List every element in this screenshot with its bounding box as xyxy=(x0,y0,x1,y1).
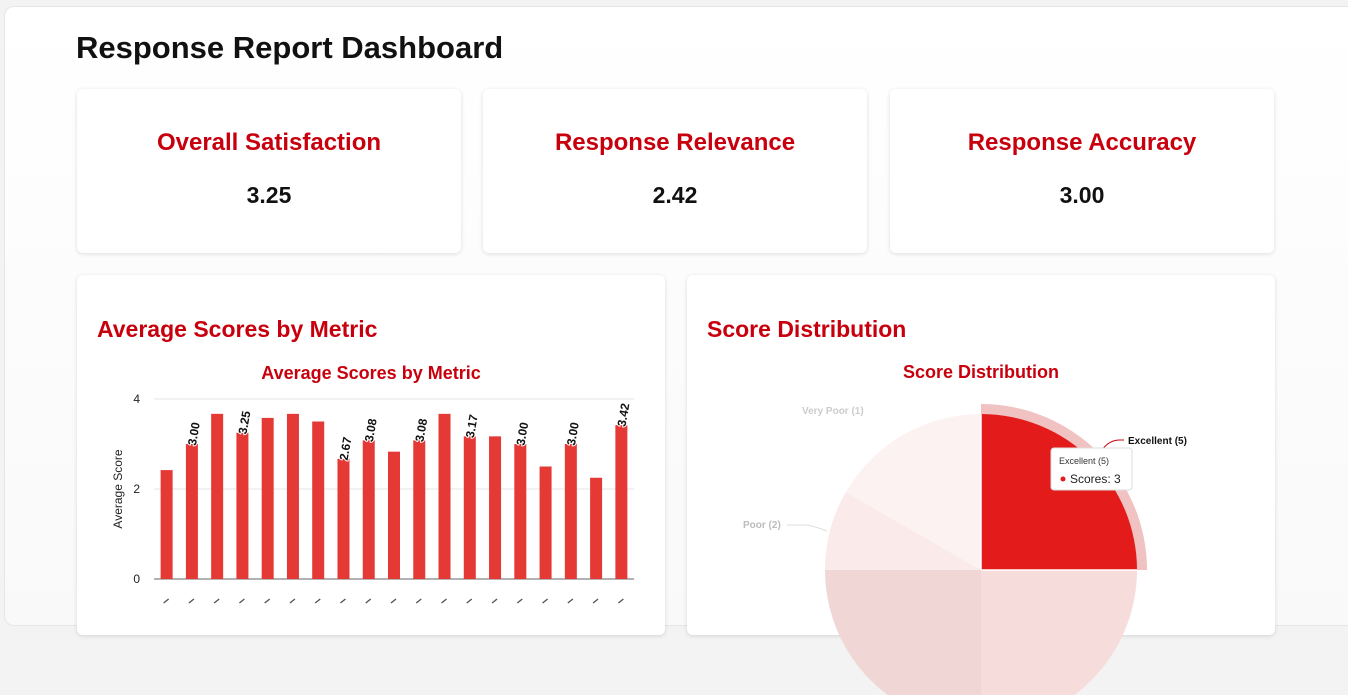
pie-label: Poor (2) xyxy=(743,520,781,531)
kpi-value: 2.42 xyxy=(652,182,698,208)
pie-label-connector xyxy=(787,524,828,532)
pie-slice xyxy=(825,492,981,570)
bar-data-label: 3.08 xyxy=(412,417,430,443)
bar-data-label: 3.00 xyxy=(513,421,531,447)
bar xyxy=(489,436,502,579)
x-tick-label xyxy=(314,598,321,604)
pie-tooltip-title: Excellent (5) xyxy=(1059,456,1109,466)
x-tick-label xyxy=(289,598,296,604)
bar xyxy=(211,413,224,579)
bar-data-label: 3.00 xyxy=(185,421,203,447)
bar-chart-title: Average Scores by Metric xyxy=(261,363,480,383)
y-tick-label: 0 xyxy=(133,572,140,586)
pie-tooltip-marker xyxy=(1060,476,1066,482)
x-tick-label xyxy=(188,598,195,604)
score-distribution-card: Score Distribution Score Distribution Exc… xyxy=(687,275,1275,695)
kpi-value: 3.25 xyxy=(246,182,292,208)
bar-data-label: 3.08 xyxy=(362,417,380,443)
x-tick-label xyxy=(592,598,599,604)
x-tick-label xyxy=(441,598,447,604)
pie-label: Very Poor (1) xyxy=(802,406,864,417)
kpi-card-response-relevance: Response Relevance 2.42 xyxy=(483,89,867,253)
x-tick-label xyxy=(365,598,372,604)
kpi-label: Response Accuracy xyxy=(967,129,1197,156)
bar-data-label: 3.17 xyxy=(463,413,481,439)
x-tick-label xyxy=(617,598,624,604)
y-axis-label: Average Score xyxy=(111,449,125,528)
bar xyxy=(413,440,426,579)
pie-tooltip: Excellent (5) Scores: 3 xyxy=(1050,447,1133,491)
average-scores-bar-chart: Average Scores by Metric 0 2 4 Average Score… xyxy=(111,363,634,604)
kpi-label: Response Relevance xyxy=(554,129,796,156)
pie-slice xyxy=(981,414,1137,570)
x-tick-label xyxy=(542,598,549,604)
bar xyxy=(337,458,350,579)
x-tick-label xyxy=(340,598,346,604)
pie-label: Excellent (5) xyxy=(1128,436,1187,447)
pie-tooltip-value: Scores: 3 xyxy=(1070,472,1121,486)
x-tick-label xyxy=(415,598,422,604)
bar xyxy=(160,470,173,579)
bar-data-label: 3.42 xyxy=(615,402,633,428)
bar xyxy=(590,477,603,579)
bar xyxy=(438,413,451,579)
pie-slice xyxy=(981,570,1137,695)
pie-tooltip-box xyxy=(1050,447,1133,491)
x-tick-label xyxy=(213,598,220,604)
x-tick-label xyxy=(390,598,397,604)
bar xyxy=(514,444,527,579)
bar xyxy=(388,451,400,579)
kpi-value: 3.00 xyxy=(1059,182,1105,208)
x-tick-label xyxy=(567,598,574,604)
x-tick-label xyxy=(466,598,473,604)
kpi-card-response-accuracy: Response Accuracy 3.00 xyxy=(890,89,1274,253)
x-tick-label xyxy=(491,598,498,604)
bar xyxy=(362,440,375,579)
average-scores-card-title: Average Scores by Metric xyxy=(97,316,378,342)
pie-slice xyxy=(845,414,981,570)
score-distribution-card-title: Score Distribution xyxy=(707,316,907,342)
bar xyxy=(615,425,628,579)
average-scores-card: Average Scores by Metric Average Scores … xyxy=(77,275,665,635)
page-title: Response Report Dashboard xyxy=(76,30,504,65)
bar xyxy=(185,444,198,579)
bar xyxy=(236,432,249,579)
x-tick-label xyxy=(516,598,523,604)
score-distribution-pie-chart: Score Distribution Excellent (5) Very Poor… xyxy=(743,362,1187,695)
bar xyxy=(564,444,577,579)
x-tick-label xyxy=(238,598,245,604)
bar xyxy=(463,436,476,579)
bar-data-label: 2.67 xyxy=(337,436,355,462)
kpi-card-overall-satisfaction: Overall Satisfaction 3.25 xyxy=(77,89,461,253)
y-tick-label: 4 xyxy=(133,392,140,406)
y-tick-label: 2 xyxy=(133,482,140,496)
pie-chart-title: Score Distribution xyxy=(903,362,1059,382)
x-tick-label xyxy=(163,598,170,604)
bar xyxy=(312,421,325,579)
bar-data-label: 3.25 xyxy=(236,410,254,436)
pie-slice xyxy=(825,570,981,695)
bar xyxy=(286,413,299,579)
kpi-label: Overall Satisfaction xyxy=(156,129,382,156)
bar xyxy=(261,417,274,579)
bar xyxy=(539,466,552,579)
bar-data-label: 3.00 xyxy=(564,421,582,447)
x-tick-label xyxy=(264,598,271,604)
